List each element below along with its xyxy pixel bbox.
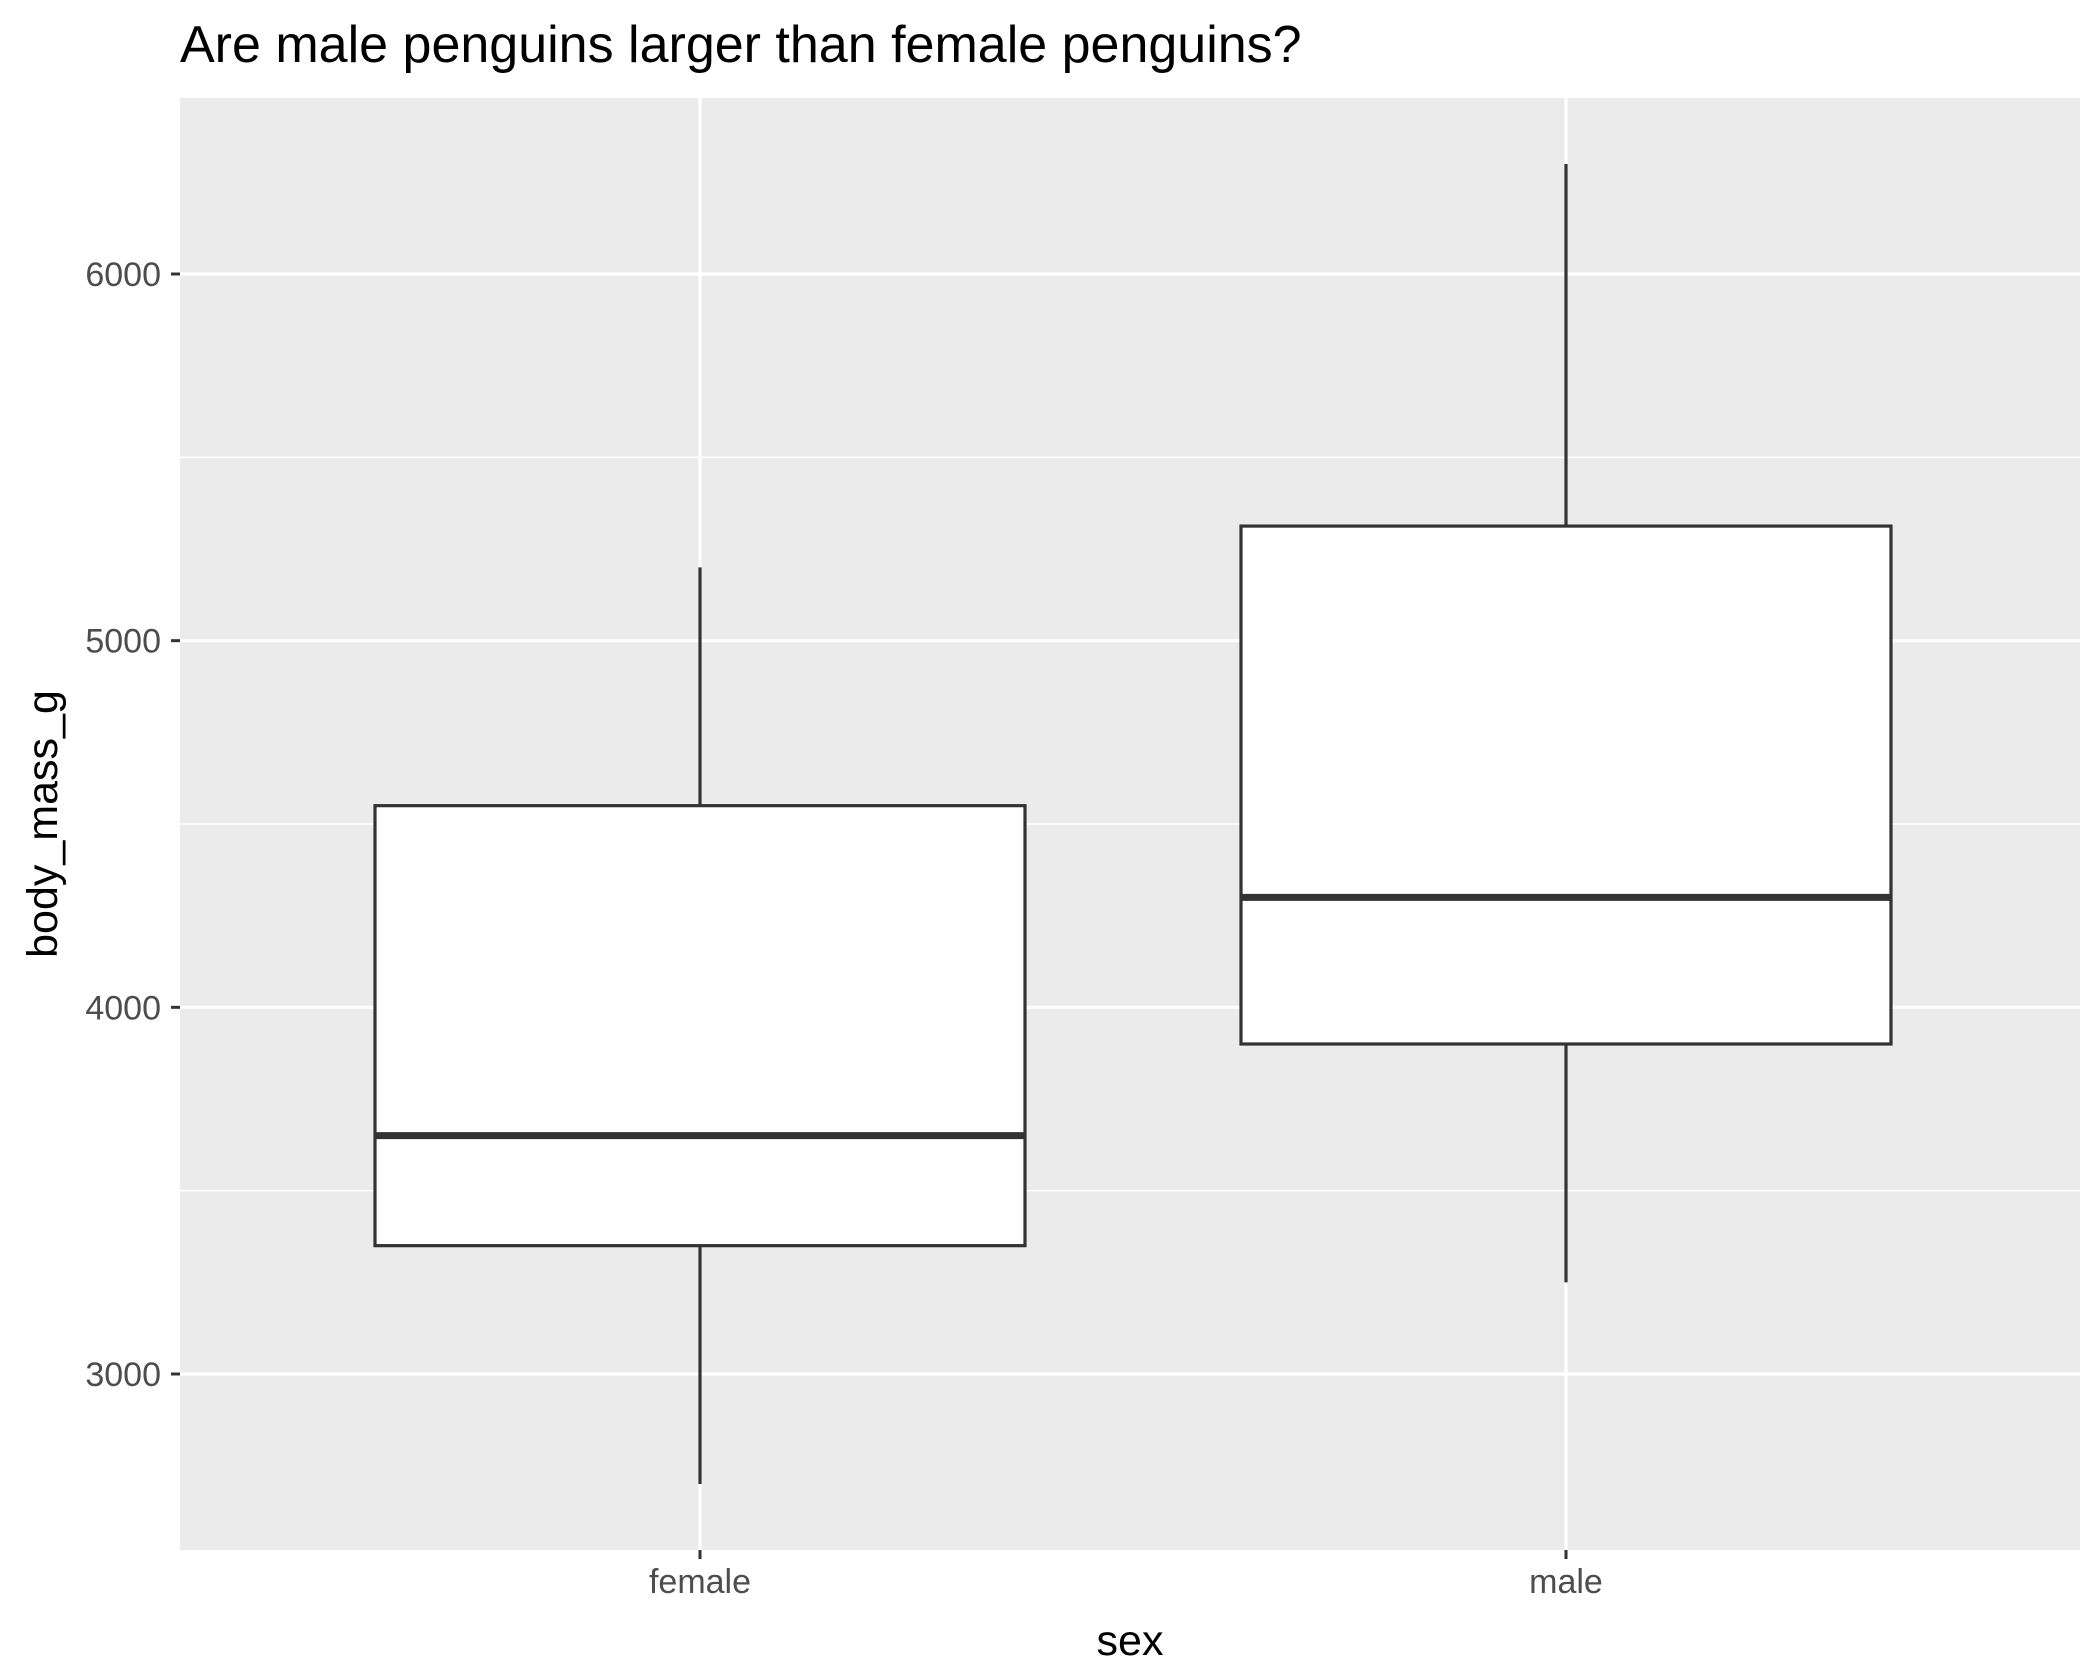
chart-title: Are male penguins larger than female pen… <box>180 16 1302 74</box>
x-tick-label: female <box>649 1563 751 1601</box>
box-female <box>373 567 1027 1484</box>
y-tick-label: 4000 <box>85 989 161 1027</box>
box-male <box>1239 164 1893 1283</box>
x-axis-title: sex <box>1097 1617 1164 1665</box>
y-tick-label: 6000 <box>85 256 161 294</box>
y-axis-title: body_mass_g <box>19 690 67 958</box>
box-layer <box>373 164 1893 1484</box>
axis-layer: 3000 4000 5000 6000 female male <box>85 256 1602 1601</box>
interquartile-box <box>373 804 1027 1248</box>
y-tick-label: 3000 <box>85 1356 161 1394</box>
x-tick-label: male <box>1529 1563 1603 1601</box>
interquartile-box <box>1239 524 1893 1046</box>
y-tick-label: 5000 <box>85 623 161 661</box>
